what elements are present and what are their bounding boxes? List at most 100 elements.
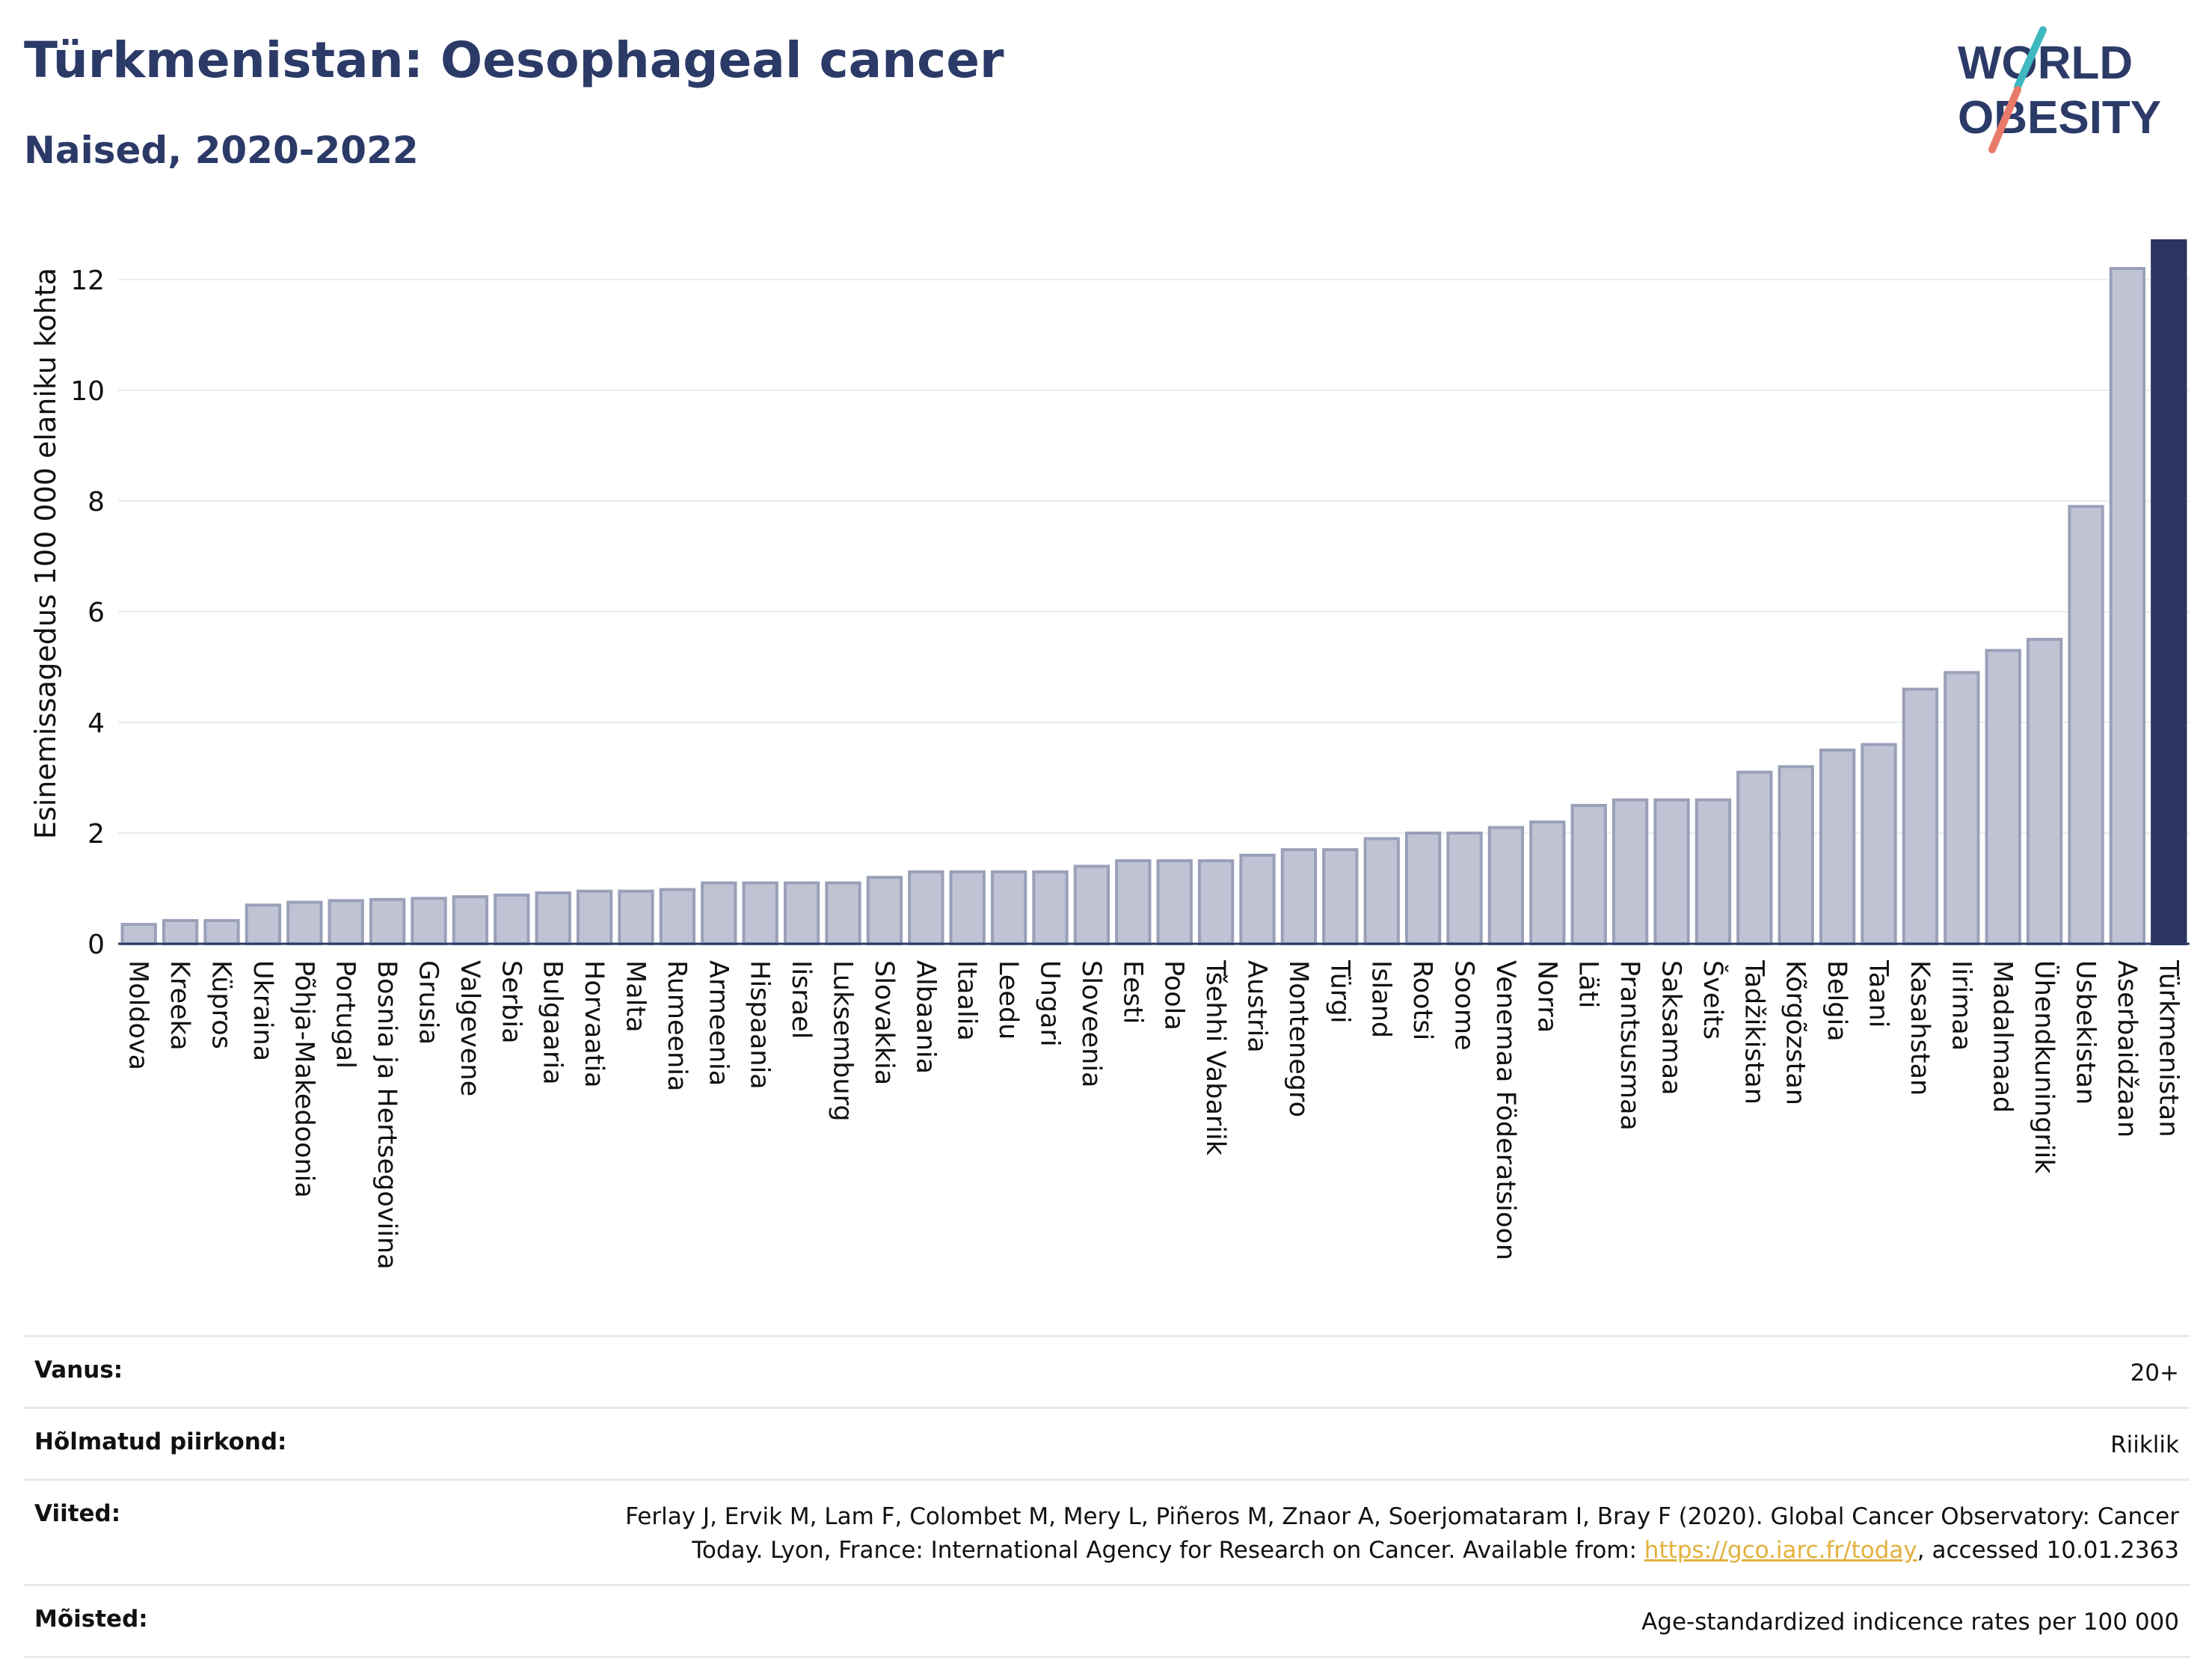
bar-montenegro[interactable] [1280,848,1318,945]
x-tick-label: Soome [1449,960,1479,1051]
logo-word-obesity: OBESITY [1958,92,2161,144]
bar-küpros[interactable] [203,918,240,945]
bar-ukraina[interactable] [245,903,282,945]
x-tick-label: Kõrgõzstan [1781,960,1810,1105]
x-tick-label: Island [1366,960,1396,1038]
bar-türgi[interactable] [1322,848,1359,945]
bar-taani[interactable] [1861,743,1897,946]
info-table: Vanus: 20+ Hõlmatud piirkond: Riiklik Vi… [24,1335,2190,1658]
bar-rootsi[interactable] [1404,831,1442,945]
x-tick-label: Leedu [993,960,1023,1040]
x-tick-label: Türgi [1324,960,1354,1023]
bar-bulgaaria[interactable] [535,891,571,946]
x-tick-label: Taani [1864,960,1893,1028]
x-tick-label: Hispaania [745,960,775,1090]
x-tick-label: Montenegro [1283,960,1313,1117]
bar-põhja-makedoonia[interactable] [286,900,323,945]
bar-türkmenistan[interactable] [2151,239,2187,945]
bar-portugal[interactable] [328,899,364,945]
x-tick-label: Saksamaa [1656,960,1686,1096]
info-label: Hõlmatud piirkond: [34,1428,287,1455]
bar-grusia[interactable] [411,897,447,946]
info-value: Age-standardized indicence rates per 100… [1641,1608,2179,1636]
y-tick-label: 0 [87,930,105,960]
bar-ungari[interactable] [1032,870,1069,946]
x-tick-label: Venemaa Föderatsioon [1490,960,1520,1260]
bar-usbekistan[interactable] [2068,505,2104,945]
x-tick-label: Rumeenia [662,960,692,1091]
x-tick-label: Põhja-Makedoonia [289,960,319,1198]
bar-rumeenia[interactable] [659,888,696,946]
world-obesity-logo: WORLD OBESITY [1958,26,2161,153]
bar-tšehhi-vabariik[interactable] [1197,859,1235,945]
bar-aserbaidžaan[interactable] [2109,267,2146,945]
bar-iirimaa[interactable] [1944,671,1980,945]
bar-kreeka[interactable] [162,918,199,945]
info-row-age: Vanus: 20+ [24,1335,2190,1407]
bar-ühendkuningriik[interactable] [2026,637,2063,945]
x-axis-labels: Moldova Kreeka Küpros Ukraina Põhja-Makedoon… [123,960,2184,1270]
bar-madalmaad[interactable] [1985,648,2021,946]
x-tick-label: Šveits [1698,960,1729,1040]
x-tick-label: Sloveenia [1076,960,1106,1088]
x-tick-label: Tšehhi Vabariik [1200,960,1230,1156]
bar-itaalia[interactable] [949,870,986,946]
x-tick-label: Kasahstan [1905,960,1935,1096]
x-tick-label: Küpros [206,960,236,1049]
logo-slash-teal [2014,26,2047,90]
bar-armeenia[interactable] [701,881,737,945]
references-citation: Ferlay J, Ervik M, Lam F, Colombet M, Me… [625,1502,2179,1564]
bar-bosnia-ja-hertsegoviina[interactable] [369,897,406,945]
x-tick-label: Malta [621,960,651,1033]
bar-läti[interactable] [1570,803,1607,945]
bar-soome[interactable] [1446,831,1483,945]
bar-hispaania[interactable] [742,881,778,945]
info-value: 20+ [2130,1360,2179,1387]
y-tick-label: 2 [87,819,105,850]
bar-saksamaa[interactable] [1653,798,1690,946]
bar-island[interactable] [1363,837,1400,946]
bar-eesti[interactable] [1115,859,1152,945]
info-label: Viited: [34,1499,121,1527]
bar-luksemburg[interactable] [825,881,861,945]
bar-valgevene[interactable] [452,895,489,946]
bar-sloveenia[interactable] [1073,865,1110,945]
x-tick-label: Belgia [1822,960,1852,1042]
bar-albaania[interactable] [908,870,944,946]
bar-kõrgõzstan[interactable] [1778,765,1814,946]
bar-austria[interactable] [1239,853,1276,946]
bar-tadžikistan[interactable] [1736,770,1773,945]
bar-šveits[interactable] [1695,798,1732,946]
bar-moldova[interactable] [120,923,157,945]
bar-malta[interactable] [618,889,654,946]
bar-norra[interactable] [1529,820,1566,946]
x-tick-label: Iisrael [786,960,816,1039]
x-tick-label: Iirimaa [1946,960,1976,1051]
references-link[interactable]: https://gco.iarc.fr/today [1644,1536,1917,1564]
bars [120,239,2187,946]
x-tick-label: Türkmenistan [2153,960,2183,1137]
bar-iisrael[interactable] [783,881,820,945]
x-tick-label: Madalmaad [1988,960,2018,1113]
x-tick-label: Serbia [496,960,526,1044]
bar-poola[interactable] [1156,859,1193,945]
x-tick-label: Poola [1159,960,1189,1031]
bar-prantsusmaa[interactable] [1612,798,1649,946]
info-label: Vanus: [34,1357,123,1384]
x-tick-label: Horvaatia [579,960,609,1088]
bar-slovakkia[interactable] [866,876,903,946]
bar-leedu[interactable] [990,870,1027,946]
bar-serbia[interactable] [494,893,530,945]
bar-venemaa-föderatsioon[interactable] [1487,826,1525,945]
x-tick-label: Ühendkuningriik [2029,960,2060,1174]
x-tick-label: Ungari [1035,960,1065,1047]
bar-kasahstan[interactable] [1902,687,1939,946]
bar-horvaatia[interactable] [576,889,613,946]
x-tick-label: Norra [1531,960,1561,1033]
references-text: Ferlay J, Ervik M, Lam F, Colombet M, Me… [571,1500,2179,1568]
info-value: Riiklik [2110,1431,2179,1458]
x-tick-label: Usbekistan [2071,960,2101,1105]
bar-belgia[interactable] [1819,748,1856,945]
x-tick-label: Ukraina [248,960,277,1061]
x-tick-label: Albaania [910,960,940,1074]
